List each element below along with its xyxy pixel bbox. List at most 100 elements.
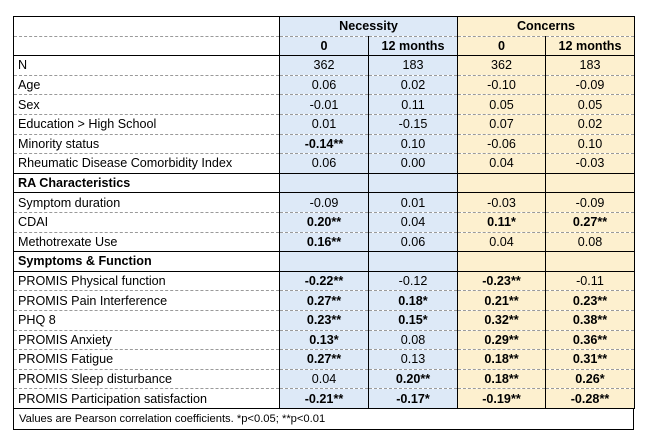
value-cell-concerns-12: 0.23** [545, 290, 635, 311]
table-row: PROMIS Sleep disturbance 0.04 0.20** 0.18**… [13, 369, 635, 390]
value-cell-necessity-12: 0.00 [368, 153, 458, 174]
section-empty-cell [279, 251, 369, 272]
value-cell-concerns-0: -0.06 [457, 134, 546, 155]
row-label: Symptom duration [13, 192, 280, 213]
value-cell-necessity-0: 0.01 [279, 114, 369, 135]
row-label: Rheumatic Disease Comorbidity Index [13, 153, 280, 174]
subheader-concerns-12: 12 months [545, 36, 635, 57]
section-title: RA Characteristics [13, 173, 280, 194]
value-cell-concerns-0: -0.19** [457, 388, 546, 409]
value-cell-concerns-12: 0.05 [545, 94, 635, 115]
value-cell-concerns-0: 0.11* [457, 212, 546, 233]
corner-cell [13, 36, 280, 57]
row-label: Education > High School [13, 114, 280, 135]
table-row: Symptom duration -0.09 0.01 -0.03 -0.09 [13, 192, 635, 213]
row-label: Minority status [13, 134, 280, 155]
section-empty-cell [545, 173, 635, 194]
value-cell-concerns-12: -0.28** [545, 388, 635, 409]
value-cell-necessity-12: 0.04 [368, 212, 458, 233]
table-row: Sex -0.01 0.11 0.05 0.05 [13, 94, 635, 115]
value-cell-concerns-0: -0.10 [457, 75, 546, 96]
section-header-row: Symptoms & Function [13, 251, 635, 272]
table-row: PROMIS Anxiety 0.13* 0.08 0.29** 0.36** [13, 330, 635, 351]
table-row: PROMIS Participation satisfaction -0.21**… [13, 388, 635, 409]
row-label: PHQ 8 [13, 310, 280, 331]
value-cell-necessity-12: 0.02 [368, 75, 458, 96]
table-row: Methotrexate Use 0.16** 0.06 0.04 0.08 [13, 232, 635, 253]
necessity-group-header: Necessity [279, 16, 458, 37]
table-row: PROMIS Fatigue 0.27** 0.13 0.18** 0.31** [13, 349, 635, 370]
value-cell-necessity-0: -0.21** [279, 388, 369, 409]
value-cell-concerns-0: 362 [457, 55, 546, 76]
value-cell-concerns-12: -0.03 [545, 153, 635, 174]
value-cell-concerns-12: 0.26* [545, 369, 635, 390]
value-cell-necessity-12: 0.18* [368, 290, 458, 311]
table-row: Education > High School 0.01 -0.15 0.07 0.02 [13, 114, 635, 135]
value-cell-concerns-12: 0.31** [545, 349, 635, 370]
subheader-row: 0 12 months 0 12 months [13, 36, 635, 57]
value-cell-necessity-0: 0.13* [279, 330, 369, 351]
value-cell-necessity-12: 0.08 [368, 330, 458, 351]
subheader-concerns-0: 0 [457, 36, 546, 57]
section-title: Symptoms & Function [13, 251, 280, 272]
value-cell-concerns-12: 0.10 [545, 134, 635, 155]
value-cell-necessity-0: 0.27** [279, 290, 369, 311]
row-label: Age [13, 75, 280, 96]
value-cell-necessity-12: 0.13 [368, 349, 458, 370]
row-label: PROMIS Fatigue [13, 349, 280, 370]
section-empty-cell [279, 173, 369, 194]
table-row: Age 0.06 0.02 -0.10 -0.09 [13, 75, 635, 96]
subheader-necessity-0: 0 [279, 36, 369, 57]
group-header-row: Necessity Concerns [13, 16, 635, 37]
value-cell-concerns-12: -0.11 [545, 271, 635, 292]
value-cell-concerns-0: 0.29** [457, 330, 546, 351]
section-empty-cell [457, 251, 546, 272]
value-cell-necessity-0: 0.16** [279, 232, 369, 253]
value-cell-concerns-12: 0.08 [545, 232, 635, 253]
value-cell-concerns-12: 0.27** [545, 212, 635, 233]
table-row: N 362 183 362 183 [13, 55, 635, 76]
row-label: PROMIS Participation satisfaction [13, 388, 280, 409]
row-label: CDAI [13, 212, 280, 233]
value-cell-necessity-0: -0.01 [279, 94, 369, 115]
value-cell-necessity-12: 183 [368, 55, 458, 76]
row-label: PROMIS Anxiety [13, 330, 280, 351]
row-label: Sex [13, 94, 280, 115]
value-cell-necessity-12: 0.20** [368, 369, 458, 390]
value-cell-necessity-12: 0.15* [368, 310, 458, 331]
value-cell-necessity-0: 0.04 [279, 369, 369, 390]
table-row: Rheumatic Disease Comorbidity Index 0.06 0… [13, 153, 635, 174]
value-cell-necessity-0: 0.20** [279, 212, 369, 233]
value-cell-concerns-0: 0.05 [457, 94, 546, 115]
value-cell-concerns-12: -0.09 [545, 75, 635, 96]
value-cell-necessity-12: -0.15 [368, 114, 458, 135]
value-cell-concerns-12: 0.36** [545, 330, 635, 351]
value-cell-necessity-0: -0.09 [279, 192, 369, 213]
value-cell-necessity-0: 0.23** [279, 310, 369, 331]
value-cell-necessity-0: 0.06 [279, 75, 369, 96]
concerns-group-header: Concerns [457, 16, 635, 37]
section-empty-cell [368, 251, 458, 272]
correlation-table-container: Necessity Concerns 0 12 months 0 12 mont… [13, 16, 635, 430]
row-label: PROMIS Physical function [13, 271, 280, 292]
value-cell-concerns-0: 0.18** [457, 349, 546, 370]
value-cell-concerns-12: 0.02 [545, 114, 635, 135]
value-cell-necessity-0: -0.22** [279, 271, 369, 292]
row-label: Methotrexate Use [13, 232, 280, 253]
value-cell-necessity-0: 362 [279, 55, 369, 76]
table-row: CDAI 0.20** 0.04 0.11* 0.27** [13, 212, 635, 233]
value-cell-concerns-12: 0.38** [545, 310, 635, 331]
section-empty-cell [368, 173, 458, 194]
value-cell-concerns-12: 183 [545, 55, 635, 76]
value-cell-concerns-0: 0.32** [457, 310, 546, 331]
value-cell-concerns-0: 0.18** [457, 369, 546, 390]
table-row: Minority status -0.14** 0.10 -0.06 0.10 [13, 134, 635, 155]
value-cell-concerns-0: 0.04 [457, 153, 546, 174]
value-cell-necessity-12: 0.10 [368, 134, 458, 155]
table-row: PHQ 8 0.23** 0.15* 0.32** 0.38** [13, 310, 635, 331]
value-cell-necessity-12: -0.12 [368, 271, 458, 292]
value-cell-necessity-12: 0.06 [368, 232, 458, 253]
row-label: PROMIS Pain Interference [13, 290, 280, 311]
value-cell-necessity-12: 0.11 [368, 94, 458, 115]
value-cell-necessity-0: 0.06 [279, 153, 369, 174]
